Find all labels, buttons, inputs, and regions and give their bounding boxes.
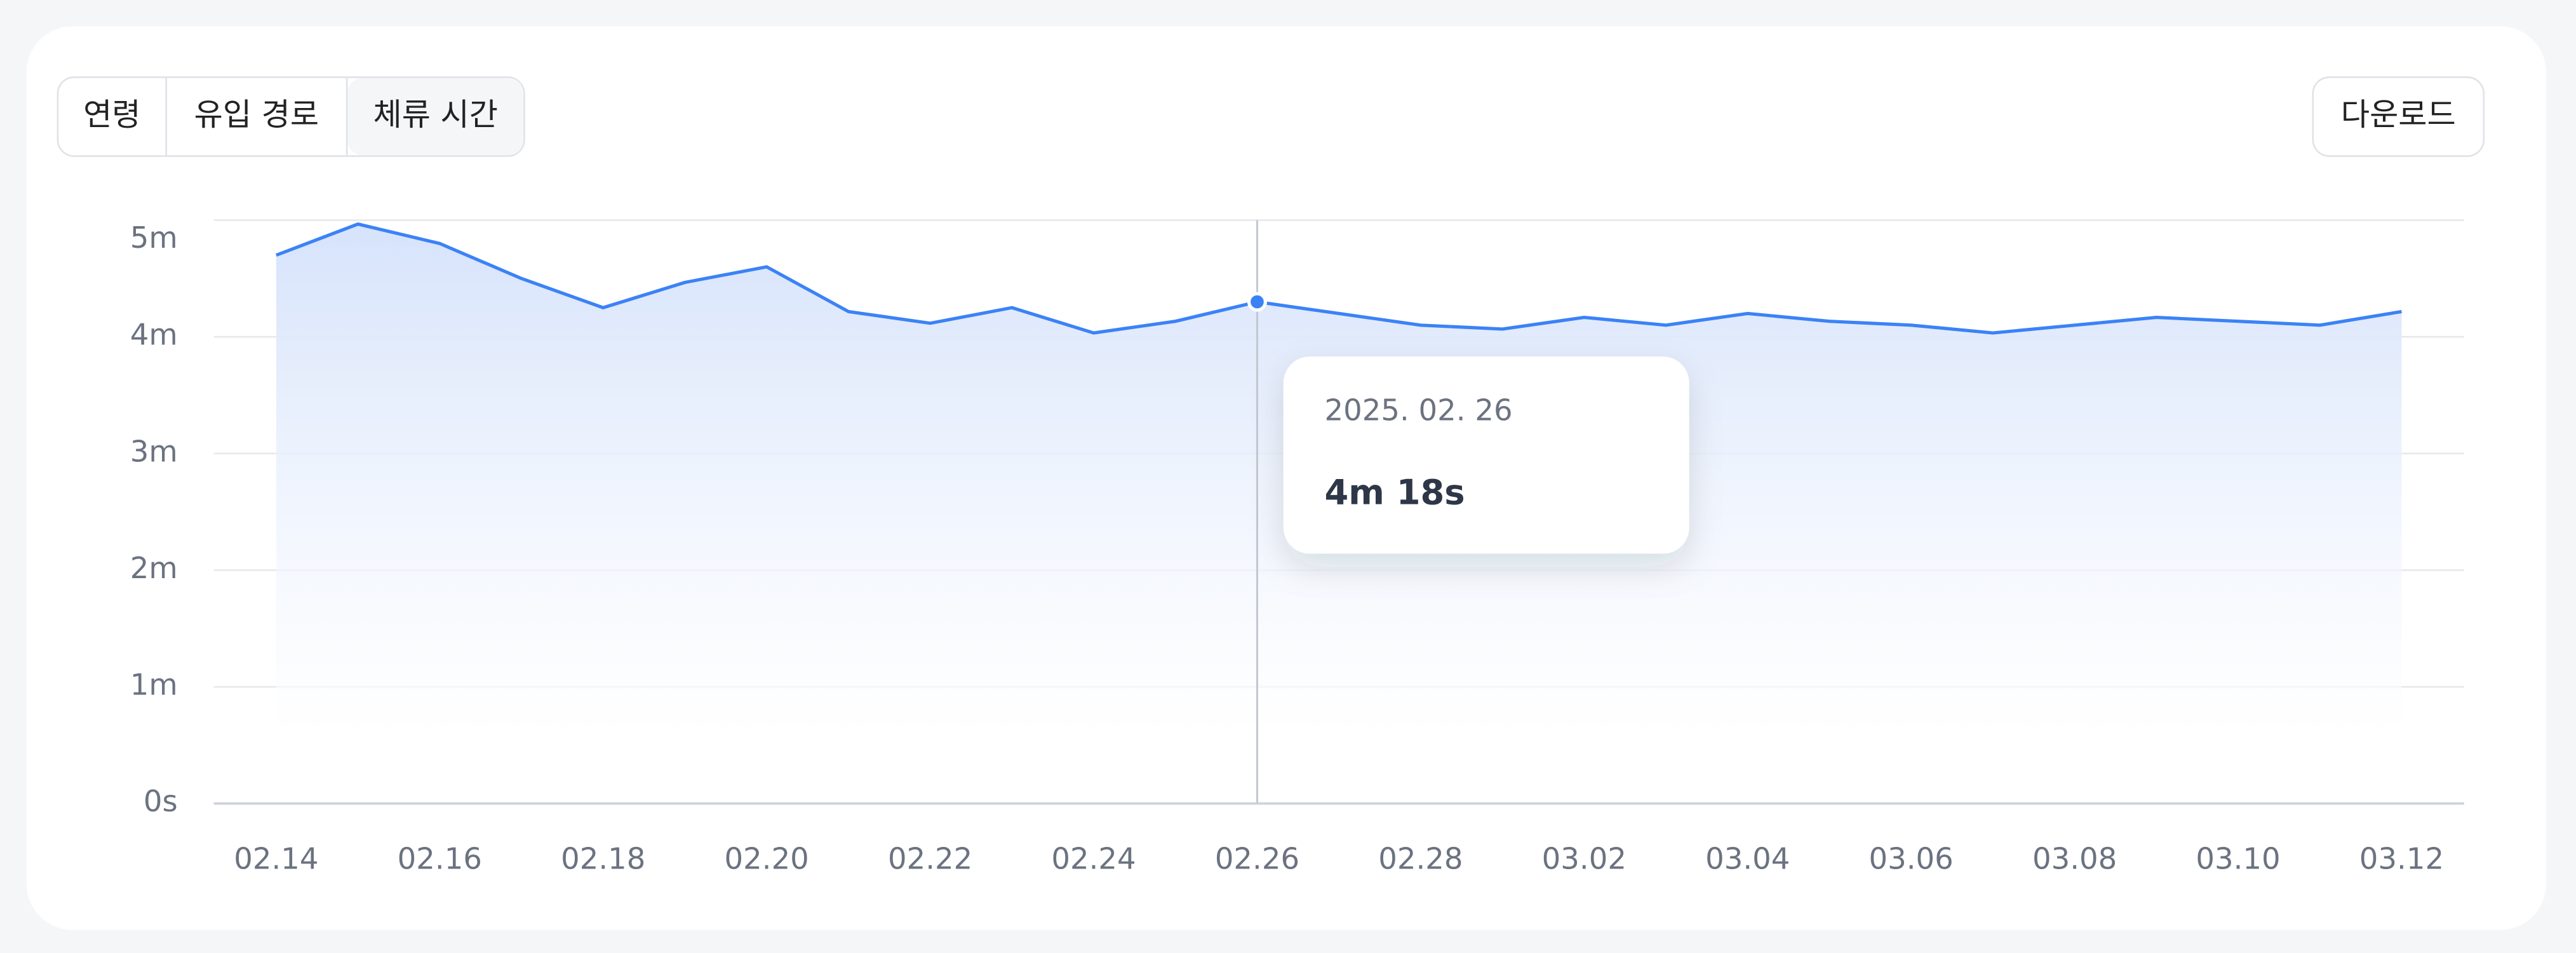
y-tick-label: 3m (130, 434, 178, 468)
line (275, 222, 2402, 335)
y-tick-label: 5m (130, 220, 178, 255)
x-tick-label: 02.26 (1215, 842, 1299, 876)
tooltip-box (1283, 356, 1689, 554)
x-tick-label: 03.04 (1705, 842, 1790, 876)
download-button-bg[interactable] (2312, 76, 2485, 157)
x-tick-label: 03.02 (1542, 842, 1627, 876)
y-tick-label: 2m (130, 551, 178, 585)
x-tick-label: 02.14 (234, 842, 318, 876)
tab-label[interactable]: 연령 (83, 96, 140, 133)
tab-active-bg (347, 78, 524, 156)
hover-point (1247, 292, 1267, 312)
download-button[interactable]: 다운로드 (2312, 76, 2485, 157)
download-label[interactable]: 다운로드 (2341, 96, 2456, 133)
x-tick-label: 03.12 (2359, 842, 2444, 876)
x-tick-label: 02.22 (888, 842, 972, 876)
tab-label[interactable]: 유입 경로 (194, 96, 319, 133)
x-tick-label: 03.06 (1869, 842, 1954, 876)
tooltip-value: 4m 18s (1324, 473, 1465, 513)
tab-group: 연령 유입 경로 체류 시간 (57, 76, 525, 157)
x-tick-label: 03.10 (2196, 842, 2280, 876)
x-tick-label: 02.24 (1051, 842, 1136, 876)
x-tick-label: 02.28 (1378, 842, 1463, 876)
y-tick-label: 1m (130, 668, 178, 702)
x-tick-label: 03.08 (2032, 842, 2117, 876)
plot: 0s 1m 2m 3m 4m 5m 02.14 02.16 02.18 02.20 02.22 02.… (130, 219, 2464, 876)
x-tick-label: 02.20 (725, 842, 809, 876)
tooltip-date: 2025. 02. 26 (1324, 393, 1512, 428)
tab-label[interactable]: 체류 시간 (373, 96, 498, 133)
y-tick-label: 0s (144, 784, 178, 818)
y-tick-label: 4m (130, 318, 178, 352)
x-tick-label: 02.16 (398, 842, 482, 876)
x-tick-label: 02.18 (561, 842, 645, 876)
